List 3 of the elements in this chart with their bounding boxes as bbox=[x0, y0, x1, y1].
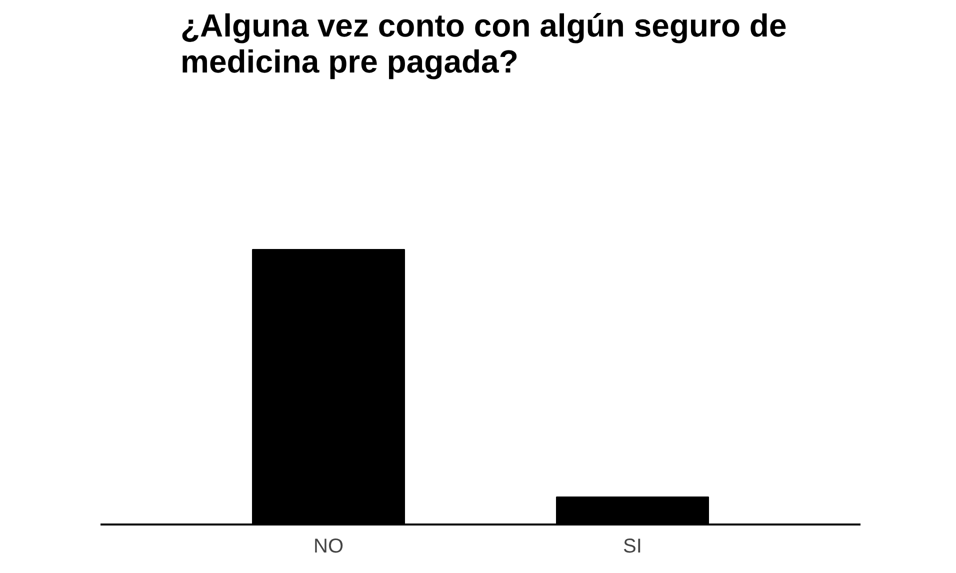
x-tick-label: NO bbox=[314, 536, 344, 558]
x-tick-label: SI bbox=[623, 536, 642, 558]
chart-title: ¿Alguna vez conto con algún seguro de medicina pre pagada? bbox=[180, 8, 787, 80]
